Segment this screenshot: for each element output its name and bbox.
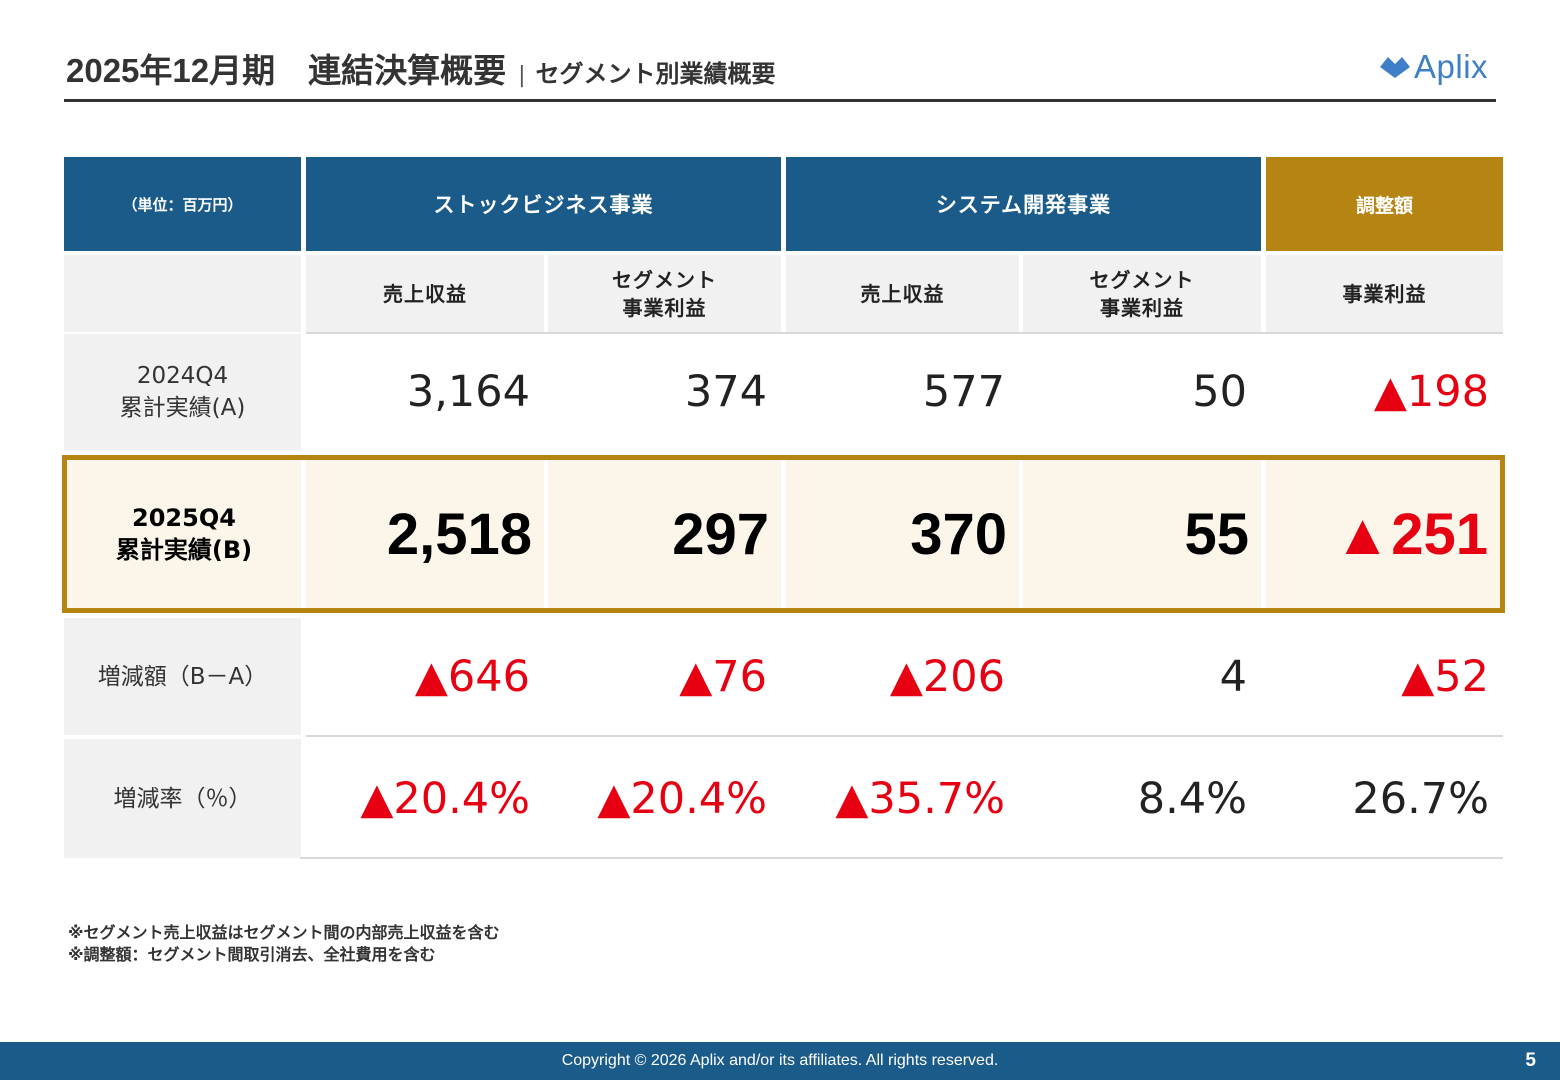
page-number: 5: [1525, 1050, 1536, 1071]
group-header-system: システム開発事業: [786, 157, 1261, 251]
value-diff-stock-revenue: ▲646: [414, 651, 530, 702]
value-diff-system-revenue: ▲206: [889, 651, 1005, 702]
value-2024q4-stock-profit: 374: [684, 367, 767, 417]
page-subtitle: セグメント別業績概要: [535, 60, 776, 88]
value-diff-adjustment: ▲52: [1401, 651, 1489, 702]
group-header-adjustment: 調整額: [1266, 157, 1503, 251]
title-underline: [64, 99, 1496, 102]
value-rate-stock-profit: ▲20.4%: [597, 773, 767, 824]
copyright-text: Copyright © 2026 Aplix and/or its affili…: [561, 1052, 999, 1069]
column-header-system-revenue: 売上収益: [786, 255, 1019, 332]
row-label-2025q4: 2025Q4 累計実績(B): [67, 460, 301, 608]
footnotes: ※セグメント売上収益はセグメント間の内部売上収益を含む ※調整額：セグメント間取…: [68, 922, 500, 966]
column-header-system-profit: セグメント 事業利益: [1023, 255, 1261, 332]
subheader-divider: [306, 332, 1503, 334]
value-2024q4-system-profit: 50: [1192, 367, 1247, 417]
value-2024q4-system-revenue: 577: [922, 367, 1005, 417]
value-2025q4-stock-revenue: 2,518: [306, 460, 544, 608]
value-2024q4-adjustment: ▲198: [1373, 367, 1489, 417]
value-diff-stock-profit: ▲76: [679, 651, 767, 702]
footnote-adjustment: ※調整額：セグメント間取引消去、全社費用を含む: [68, 945, 436, 964]
value-2025q4-system-profit: 55: [1023, 460, 1261, 608]
value-rate-system-profit: 8.4%: [1137, 773, 1247, 824]
value-2024q4-stock-revenue: 3,164: [406, 367, 530, 417]
value-rate-system-revenue: ▲35.7%: [835, 773, 1005, 824]
current-period-highlight: [62, 455, 1505, 613]
value-2025q4-stock-profit: 297: [548, 460, 781, 608]
column-header-stock-revenue: 売上収益: [306, 255, 544, 332]
column-header-stock-profit: セグメント 事業利益: [548, 255, 781, 332]
unit-label: （単位：百万円）: [64, 157, 301, 251]
page-title: 2025年12月期 連結決算概要: [66, 52, 507, 89]
value-2025q4-adjustment: ▲251: [1266, 460, 1500, 608]
logo-text: Aplix: [1414, 48, 1489, 85]
title-separator: |: [518, 63, 526, 88]
value-2025q4-system-revenue: 370: [786, 460, 1019, 608]
aplix-diamond-icon: [1380, 57, 1410, 78]
footnote-segment-revenue: ※セグメント売上収益はセグメント間の内部売上収益を含む: [68, 923, 500, 942]
aplix-logo: Aplix: [1378, 48, 1489, 85]
group-header-stock: ストックビジネス事業: [306, 157, 781, 251]
footer-bar: Copyright © 2026 Aplix and/or its affili…: [0, 1042, 1560, 1080]
subheader-empty: [64, 255, 301, 332]
value-rate-stock-revenue: ▲20.4%: [360, 773, 530, 824]
column-header-adjustment-profit: 事業利益: [1266, 255, 1503, 332]
row-divider: [306, 735, 1503, 737]
value-diff-system-profit: 4: [1219, 651, 1247, 702]
value-rate-adjustment: 26.7%: [1352, 773, 1489, 824]
table-bottom-rule: [300, 857, 1503, 859]
slide-title: 2025年12月期 連結決算概要 | セグメント別業績概要: [66, 44, 776, 94]
row-label-2024q4: 2024Q4 累計実績(A): [64, 334, 301, 450]
row-label-rate: 増減率（％）: [64, 739, 301, 858]
row-label-difference: 増減額（B－A）: [64, 618, 301, 735]
